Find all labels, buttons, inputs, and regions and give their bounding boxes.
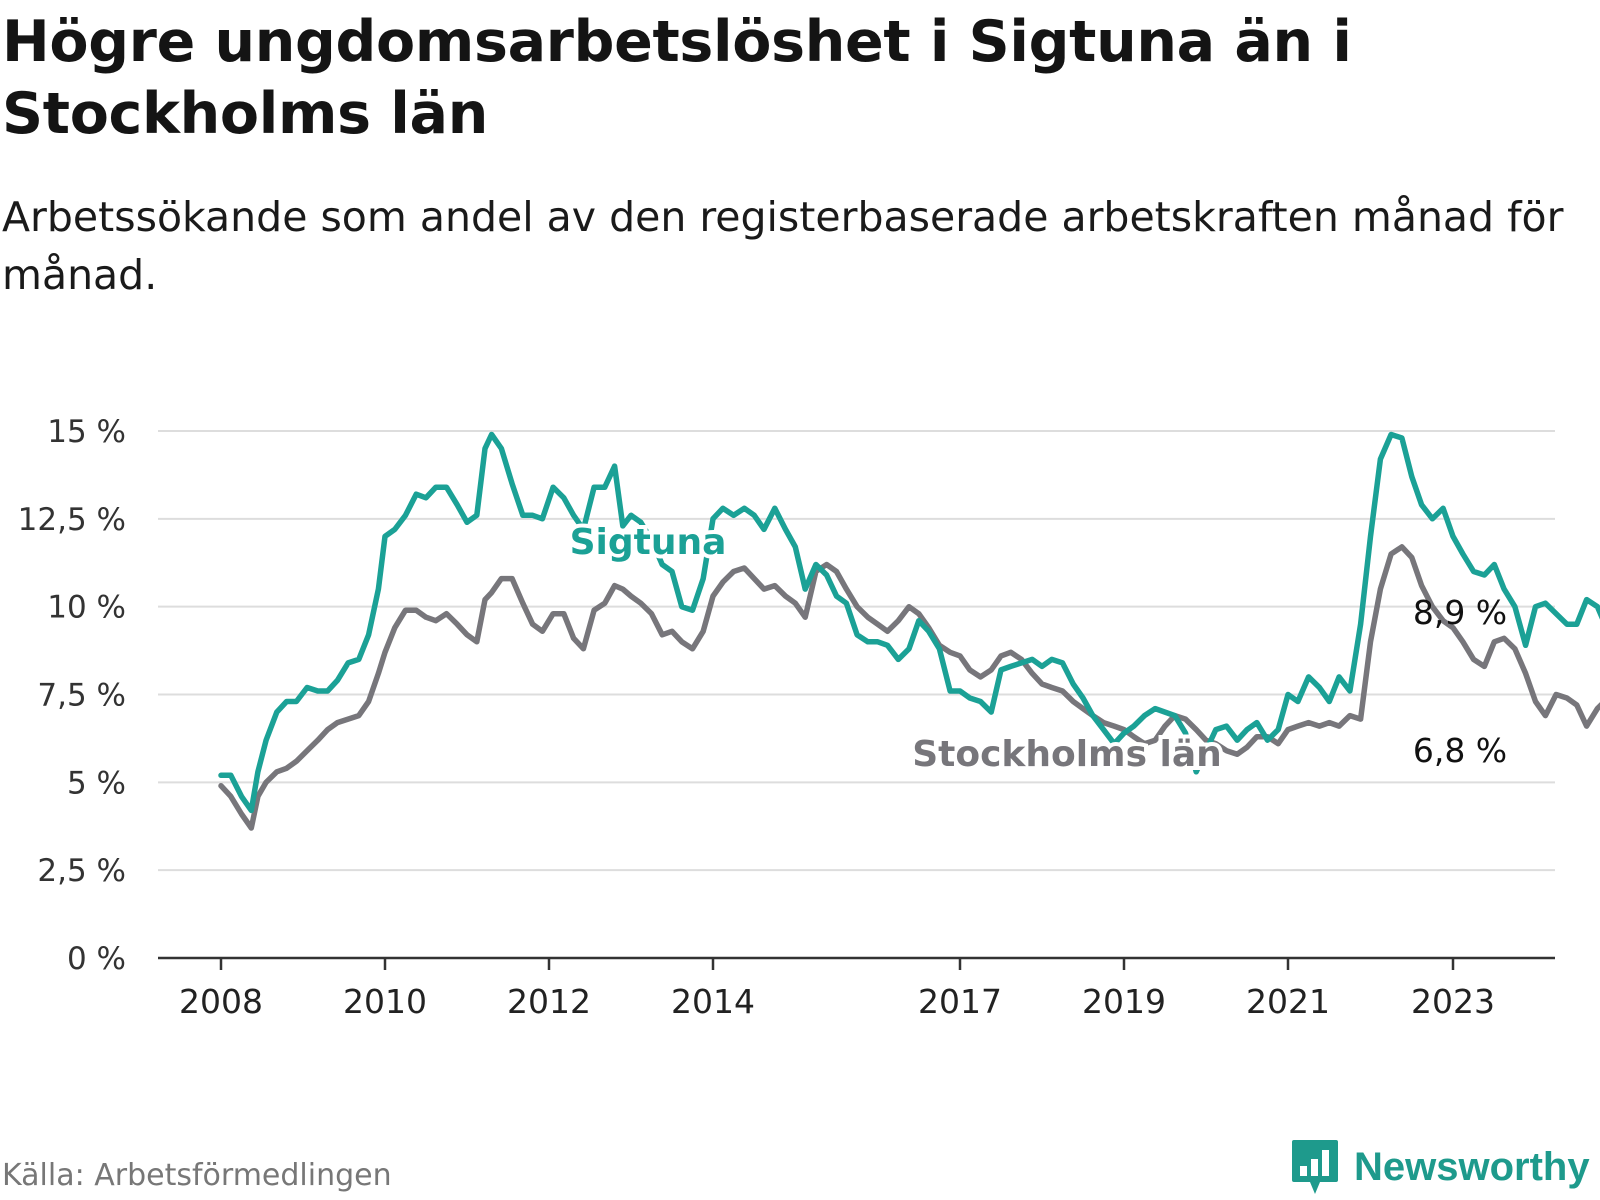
x-tick-label: 2008	[179, 982, 263, 1021]
x-tick-label: 2019	[1082, 982, 1166, 1021]
brand: Newsworthy	[1290, 1138, 1590, 1196]
y-tick-label: 2,5 %	[37, 853, 126, 889]
y-tick-label: 10 %	[47, 590, 126, 626]
stockholm-end-label: 6,8 %	[1413, 731, 1507, 770]
source-note: Källa: Arbetsförmedlingen	[2, 1158, 392, 1193]
y-tick-label: 7,5 %	[37, 678, 126, 714]
stockholm-series-label: Stockholms län	[912, 734, 1222, 775]
x-tick-label: 2010	[343, 982, 427, 1021]
stockholm-line	[218, 544, 1600, 831]
bar-chart-speech-bubble-icon	[1292, 1140, 1338, 1194]
y-tick-label: 5 %	[67, 765, 126, 801]
sigtuna-line	[218, 431, 1600, 814]
x-tick-label: 2017	[918, 982, 1002, 1021]
chart-subtitle: Arbetssökande som andel av den registerb…	[2, 193, 1564, 299]
y-tick-label: 15 %	[47, 414, 126, 450]
y-tick-label: 0 %	[67, 941, 126, 977]
x-tick-label: 2012	[507, 982, 591, 1021]
x-tick-label: 2023	[1411, 982, 1495, 1021]
x-tick-label: 2021	[1246, 982, 1330, 1021]
x-tick-label: 2014	[671, 982, 755, 1021]
chart-title: Högre ungdomsarbetslöshet i Sigtuna än i…	[2, 9, 1352, 147]
sigtuna-end-label: 8,9 %	[1413, 593, 1507, 632]
sigtuna-series-label: Sigtuna	[570, 522, 727, 563]
brand-name: Newsworthy	[1354, 1144, 1590, 1189]
y-tick-label: 12,5 %	[18, 502, 126, 538]
